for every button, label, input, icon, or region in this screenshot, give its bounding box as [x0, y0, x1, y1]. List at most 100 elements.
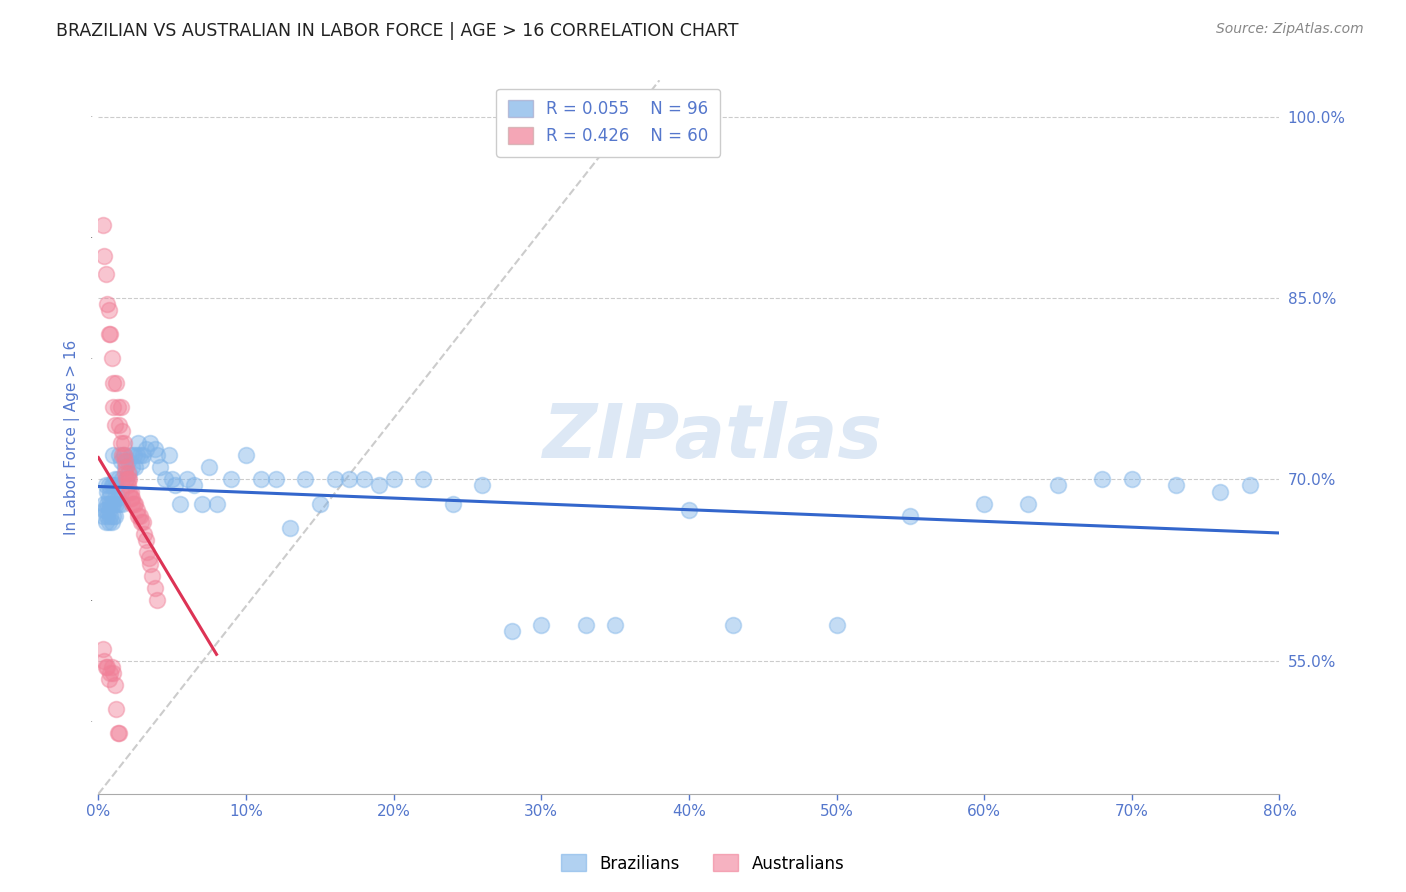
Point	[103, 448, 125, 462]
Point	[132, 448, 155, 462]
Point	[135, 533, 157, 547]
Point	[96, 484, 118, 499]
Point	[412, 472, 434, 486]
Point	[104, 472, 127, 486]
Point	[98, 497, 121, 511]
Point	[1017, 497, 1039, 511]
Point	[112, 448, 135, 462]
Point	[94, 660, 117, 674]
Point	[115, 460, 138, 475]
Point	[107, 472, 129, 486]
Point	[94, 502, 117, 516]
Point	[1164, 478, 1187, 492]
Point	[108, 448, 131, 462]
Point	[96, 660, 118, 674]
Point	[111, 424, 134, 438]
Point	[118, 467, 141, 481]
Point	[96, 508, 118, 523]
Point	[108, 417, 131, 432]
Point	[117, 454, 139, 468]
Point	[94, 515, 117, 529]
Point	[530, 617, 553, 632]
Point	[309, 497, 332, 511]
Point	[146, 593, 169, 607]
Point	[235, 448, 257, 462]
Point	[105, 376, 128, 390]
Point	[120, 484, 142, 499]
Point	[97, 478, 120, 492]
Point	[1121, 472, 1143, 486]
Point	[107, 726, 129, 740]
Point	[91, 508, 114, 523]
Point	[115, 472, 138, 486]
Point	[104, 491, 127, 505]
Point	[121, 497, 143, 511]
Point	[191, 497, 214, 511]
Point	[120, 448, 142, 462]
Point	[105, 478, 128, 492]
Point	[134, 526, 156, 541]
Point	[382, 472, 405, 486]
Point	[1091, 472, 1114, 486]
Point	[97, 303, 120, 318]
Point	[93, 654, 115, 668]
Point	[110, 484, 132, 499]
Point	[100, 497, 122, 511]
Point	[141, 569, 163, 583]
Point	[264, 472, 287, 486]
Point	[219, 472, 242, 486]
Point	[1239, 478, 1261, 492]
Point	[323, 472, 346, 486]
Point	[1046, 478, 1069, 492]
Point	[118, 484, 141, 499]
Point	[91, 641, 114, 656]
Point	[98, 508, 121, 523]
Point	[139, 557, 162, 571]
Point	[97, 491, 120, 505]
Point	[124, 497, 146, 511]
Point	[139, 436, 162, 450]
Point	[114, 467, 136, 481]
Point	[146, 448, 169, 462]
Point	[97, 672, 120, 686]
Point	[98, 327, 121, 342]
Point	[104, 678, 127, 692]
Point	[723, 617, 745, 632]
Point	[176, 472, 198, 486]
Point	[111, 472, 134, 486]
Point	[132, 515, 155, 529]
Point	[100, 515, 122, 529]
Point	[143, 581, 166, 595]
Point	[111, 497, 134, 511]
Point	[162, 472, 183, 486]
Text: ZIPatlas: ZIPatlas	[543, 401, 883, 474]
Point	[97, 327, 120, 342]
Point	[103, 497, 125, 511]
Point	[121, 491, 143, 505]
Point	[129, 515, 152, 529]
Point	[165, 478, 187, 492]
Point	[114, 454, 136, 468]
Point	[441, 497, 464, 511]
Point	[108, 497, 131, 511]
Point	[110, 454, 132, 468]
Point	[339, 472, 360, 486]
Point	[103, 508, 125, 523]
Point	[98, 484, 121, 499]
Text: Source: ZipAtlas.com: Source: ZipAtlas.com	[1216, 22, 1364, 37]
Point	[103, 400, 125, 414]
Point	[157, 448, 180, 462]
Point	[143, 442, 166, 457]
Point	[605, 617, 627, 632]
Point	[103, 665, 125, 680]
Point	[115, 472, 138, 486]
Point	[103, 478, 125, 492]
Point	[114, 460, 136, 475]
Point	[183, 478, 205, 492]
Point	[100, 660, 122, 674]
Point	[110, 400, 132, 414]
Point	[94, 267, 117, 281]
Point	[104, 417, 127, 432]
Point	[900, 508, 922, 523]
Point	[250, 472, 273, 486]
